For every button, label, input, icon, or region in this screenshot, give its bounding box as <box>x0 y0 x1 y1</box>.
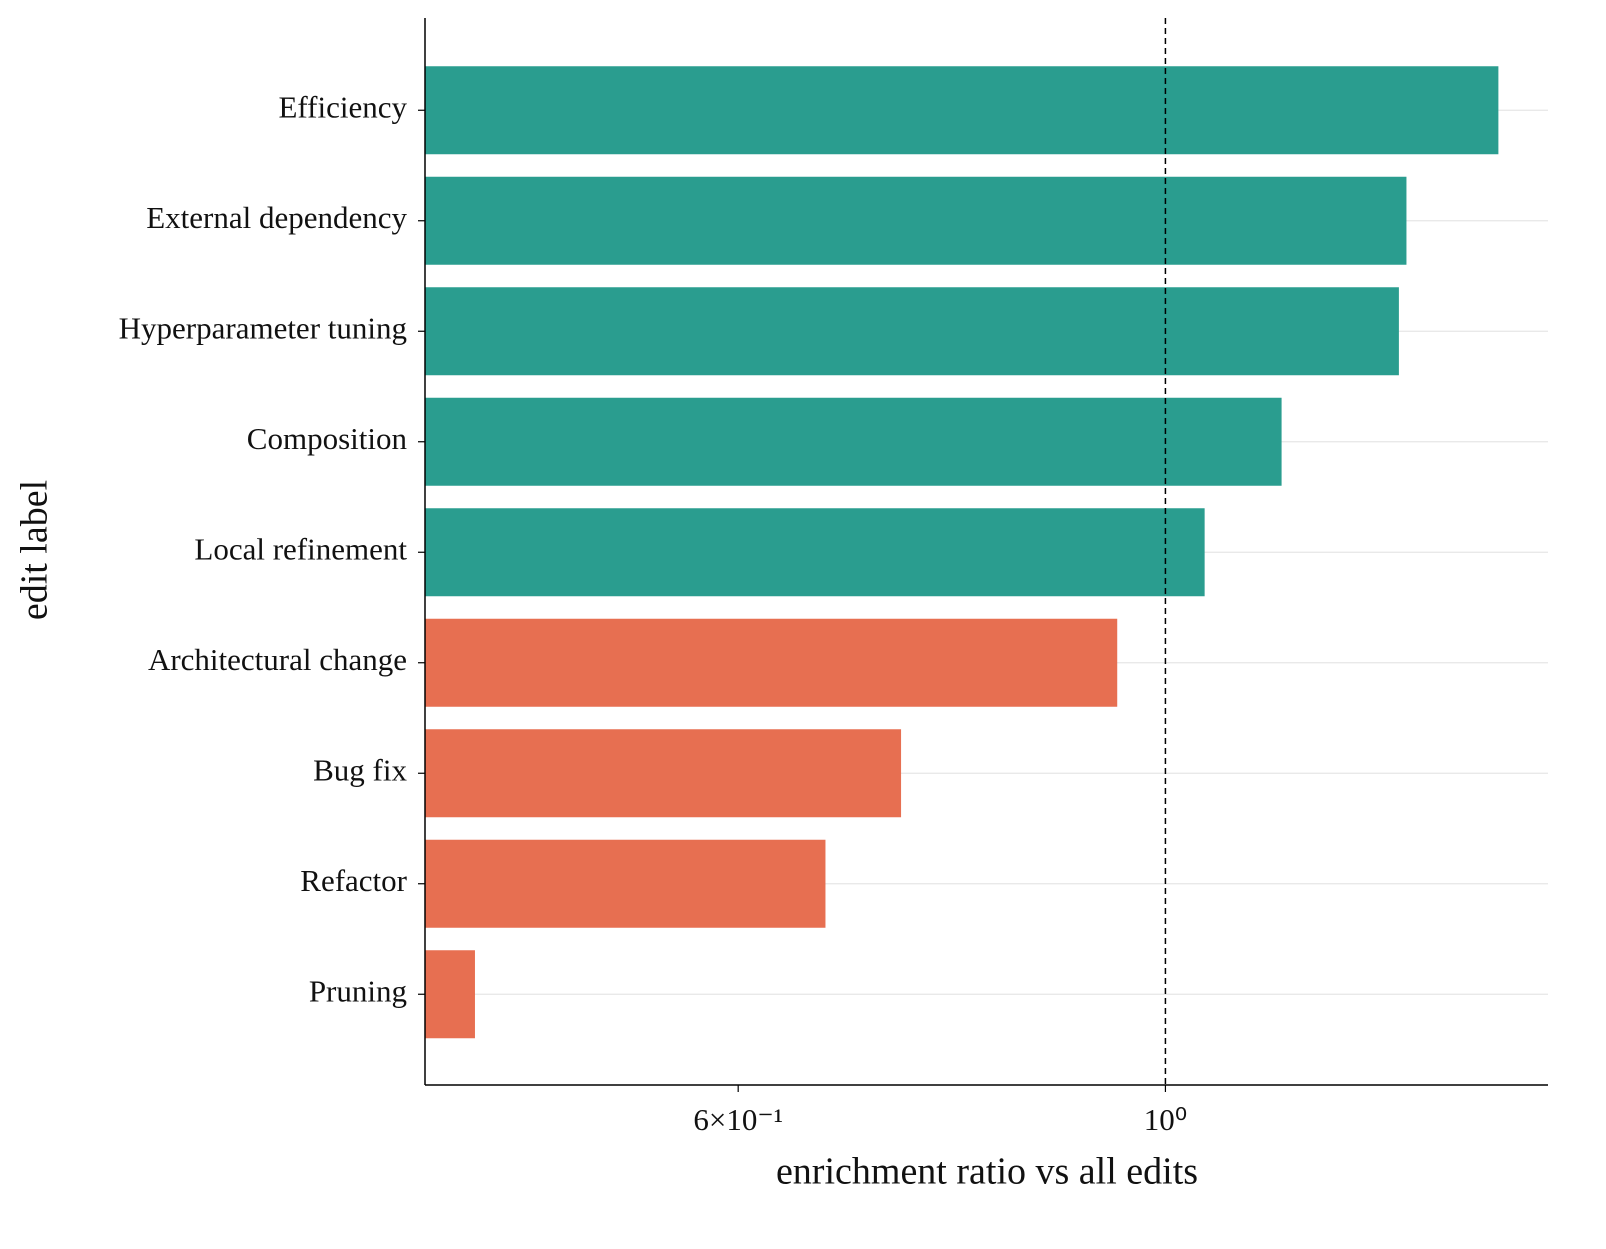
y-tick-label: Refactor <box>300 863 407 898</box>
y-tick-label: Composition <box>247 421 408 456</box>
y-tick-label: Hyperparameter tuning <box>119 310 407 345</box>
bar <box>425 618 1118 707</box>
y-tick-label: Efficiency <box>278 89 407 124</box>
x-tick-label: 6×10⁻¹ <box>693 1102 783 1137</box>
y-tick-label: External dependency <box>146 200 407 235</box>
bar <box>425 839 826 928</box>
y-tick-label: Local refinement <box>194 531 407 566</box>
y-tick-label: Architectural change <box>148 642 407 677</box>
y-tick-label: Pruning <box>309 973 407 1008</box>
bar <box>425 508 1205 597</box>
bar <box>425 729 902 818</box>
bar <box>425 176 1407 265</box>
bar <box>425 950 475 1039</box>
y-tick-label: Bug fix <box>313 752 407 787</box>
x-tick-label: 10⁰ <box>1144 1102 1187 1137</box>
bar <box>425 397 1282 486</box>
y-axis-title: edit label <box>14 480 56 620</box>
bar <box>425 66 1499 155</box>
x-axis-title: enrichment ratio vs all edits <box>776 1151 1198 1193</box>
bar <box>425 287 1399 376</box>
